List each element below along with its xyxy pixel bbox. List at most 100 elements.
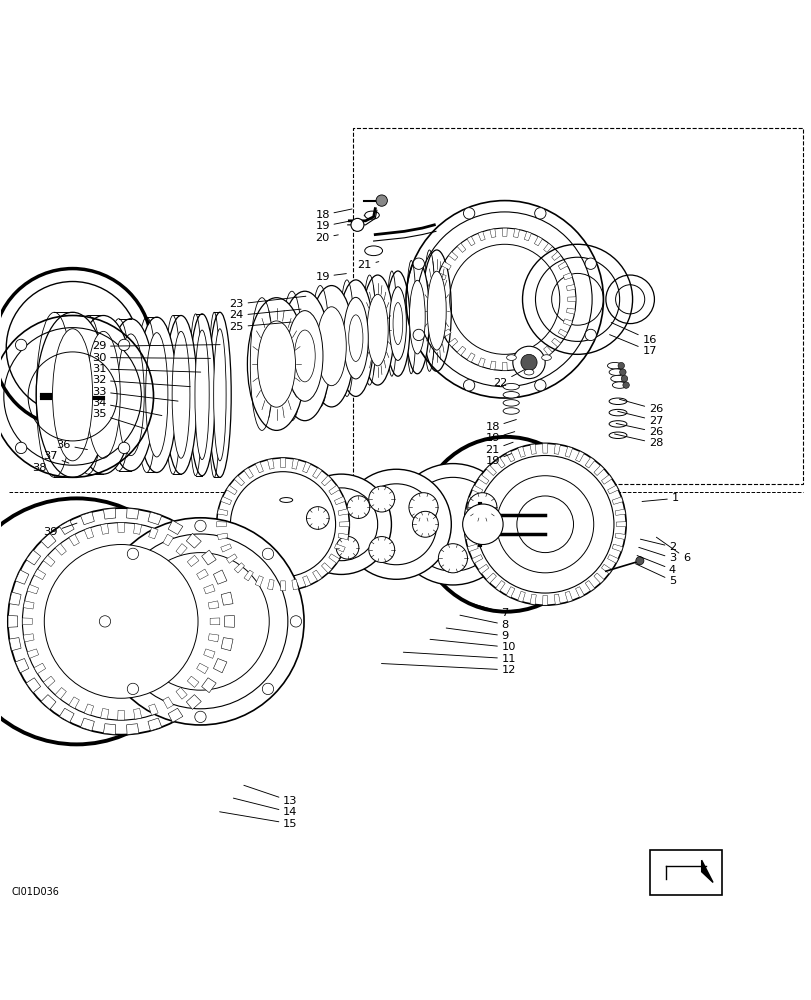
Polygon shape — [213, 570, 226, 584]
Polygon shape — [339, 522, 349, 527]
Ellipse shape — [189, 314, 215, 476]
Circle shape — [350, 218, 363, 231]
Circle shape — [15, 339, 27, 351]
Circle shape — [290, 474, 391, 574]
Polygon shape — [489, 361, 496, 370]
Polygon shape — [226, 554, 237, 563]
Ellipse shape — [608, 432, 626, 438]
Polygon shape — [80, 512, 94, 525]
Text: 19: 19 — [315, 272, 346, 282]
Polygon shape — [225, 615, 234, 627]
Polygon shape — [553, 444, 560, 454]
Polygon shape — [495, 581, 504, 591]
Circle shape — [409, 493, 437, 522]
Text: 2: 2 — [640, 539, 676, 552]
Circle shape — [306, 507, 328, 529]
Polygon shape — [334, 544, 345, 552]
Polygon shape — [478, 564, 488, 574]
Polygon shape — [34, 663, 45, 674]
Text: 15: 15 — [219, 812, 297, 829]
Polygon shape — [23, 618, 32, 625]
Polygon shape — [312, 468, 322, 478]
Polygon shape — [542, 595, 547, 605]
Ellipse shape — [348, 315, 363, 361]
Circle shape — [262, 683, 273, 695]
Polygon shape — [502, 228, 507, 236]
Ellipse shape — [503, 383, 519, 390]
Text: 26: 26 — [619, 399, 663, 414]
Polygon shape — [43, 676, 55, 687]
Polygon shape — [505, 451, 514, 462]
Ellipse shape — [86, 331, 120, 458]
Circle shape — [118, 442, 130, 454]
Circle shape — [8, 508, 234, 735]
Polygon shape — [436, 273, 446, 280]
Polygon shape — [69, 697, 79, 709]
Text: 25: 25 — [230, 322, 291, 332]
Polygon shape — [530, 444, 535, 454]
Circle shape — [413, 329, 424, 341]
Polygon shape — [467, 544, 478, 552]
Polygon shape — [28, 649, 39, 658]
Circle shape — [534, 380, 545, 391]
Polygon shape — [478, 475, 488, 484]
Polygon shape — [69, 534, 79, 546]
Polygon shape — [464, 522, 474, 527]
Polygon shape — [312, 570, 322, 581]
Text: 8: 8 — [459, 615, 508, 630]
Text: 19: 19 — [485, 432, 514, 443]
Polygon shape — [168, 708, 182, 722]
Polygon shape — [441, 329, 451, 337]
Polygon shape — [303, 462, 311, 473]
Polygon shape — [187, 555, 199, 567]
Polygon shape — [187, 676, 199, 687]
Text: 4: 4 — [637, 556, 676, 575]
Polygon shape — [466, 353, 474, 362]
Text: 23: 23 — [230, 296, 306, 309]
Polygon shape — [280, 458, 285, 468]
Circle shape — [99, 616, 110, 627]
Polygon shape — [524, 358, 530, 367]
Text: 35: 35 — [92, 409, 144, 428]
Ellipse shape — [367, 294, 388, 366]
Circle shape — [6, 282, 139, 414]
Polygon shape — [478, 358, 485, 367]
Polygon shape — [524, 232, 530, 241]
Text: 17: 17 — [609, 335, 656, 356]
Polygon shape — [59, 708, 74, 722]
Ellipse shape — [106, 319, 155, 471]
Circle shape — [355, 484, 436, 565]
Polygon shape — [471, 555, 483, 563]
Polygon shape — [26, 678, 41, 693]
Polygon shape — [478, 232, 485, 241]
Polygon shape — [24, 634, 34, 642]
Polygon shape — [566, 308, 574, 314]
Polygon shape — [563, 319, 572, 326]
Polygon shape — [41, 695, 56, 709]
Polygon shape — [513, 229, 519, 238]
Text: 5: 5 — [635, 564, 676, 586]
Ellipse shape — [337, 280, 373, 396]
Polygon shape — [221, 638, 233, 651]
Polygon shape — [15, 570, 29, 584]
Polygon shape — [280, 581, 285, 591]
Ellipse shape — [364, 211, 379, 219]
Polygon shape — [321, 476, 332, 486]
Circle shape — [619, 369, 625, 375]
Polygon shape — [607, 485, 618, 494]
Polygon shape — [465, 533, 474, 539]
Circle shape — [392, 464, 513, 585]
Circle shape — [113, 534, 287, 709]
Polygon shape — [59, 520, 74, 535]
Circle shape — [23, 523, 220, 720]
Polygon shape — [148, 718, 161, 731]
Polygon shape — [486, 573, 496, 583]
Ellipse shape — [247, 298, 305, 430]
Circle shape — [290, 616, 301, 627]
Bar — [650, 850, 721, 895]
Ellipse shape — [608, 369, 623, 375]
Polygon shape — [616, 522, 625, 527]
Polygon shape — [118, 523, 124, 532]
Ellipse shape — [364, 246, 382, 256]
Polygon shape — [234, 476, 244, 486]
